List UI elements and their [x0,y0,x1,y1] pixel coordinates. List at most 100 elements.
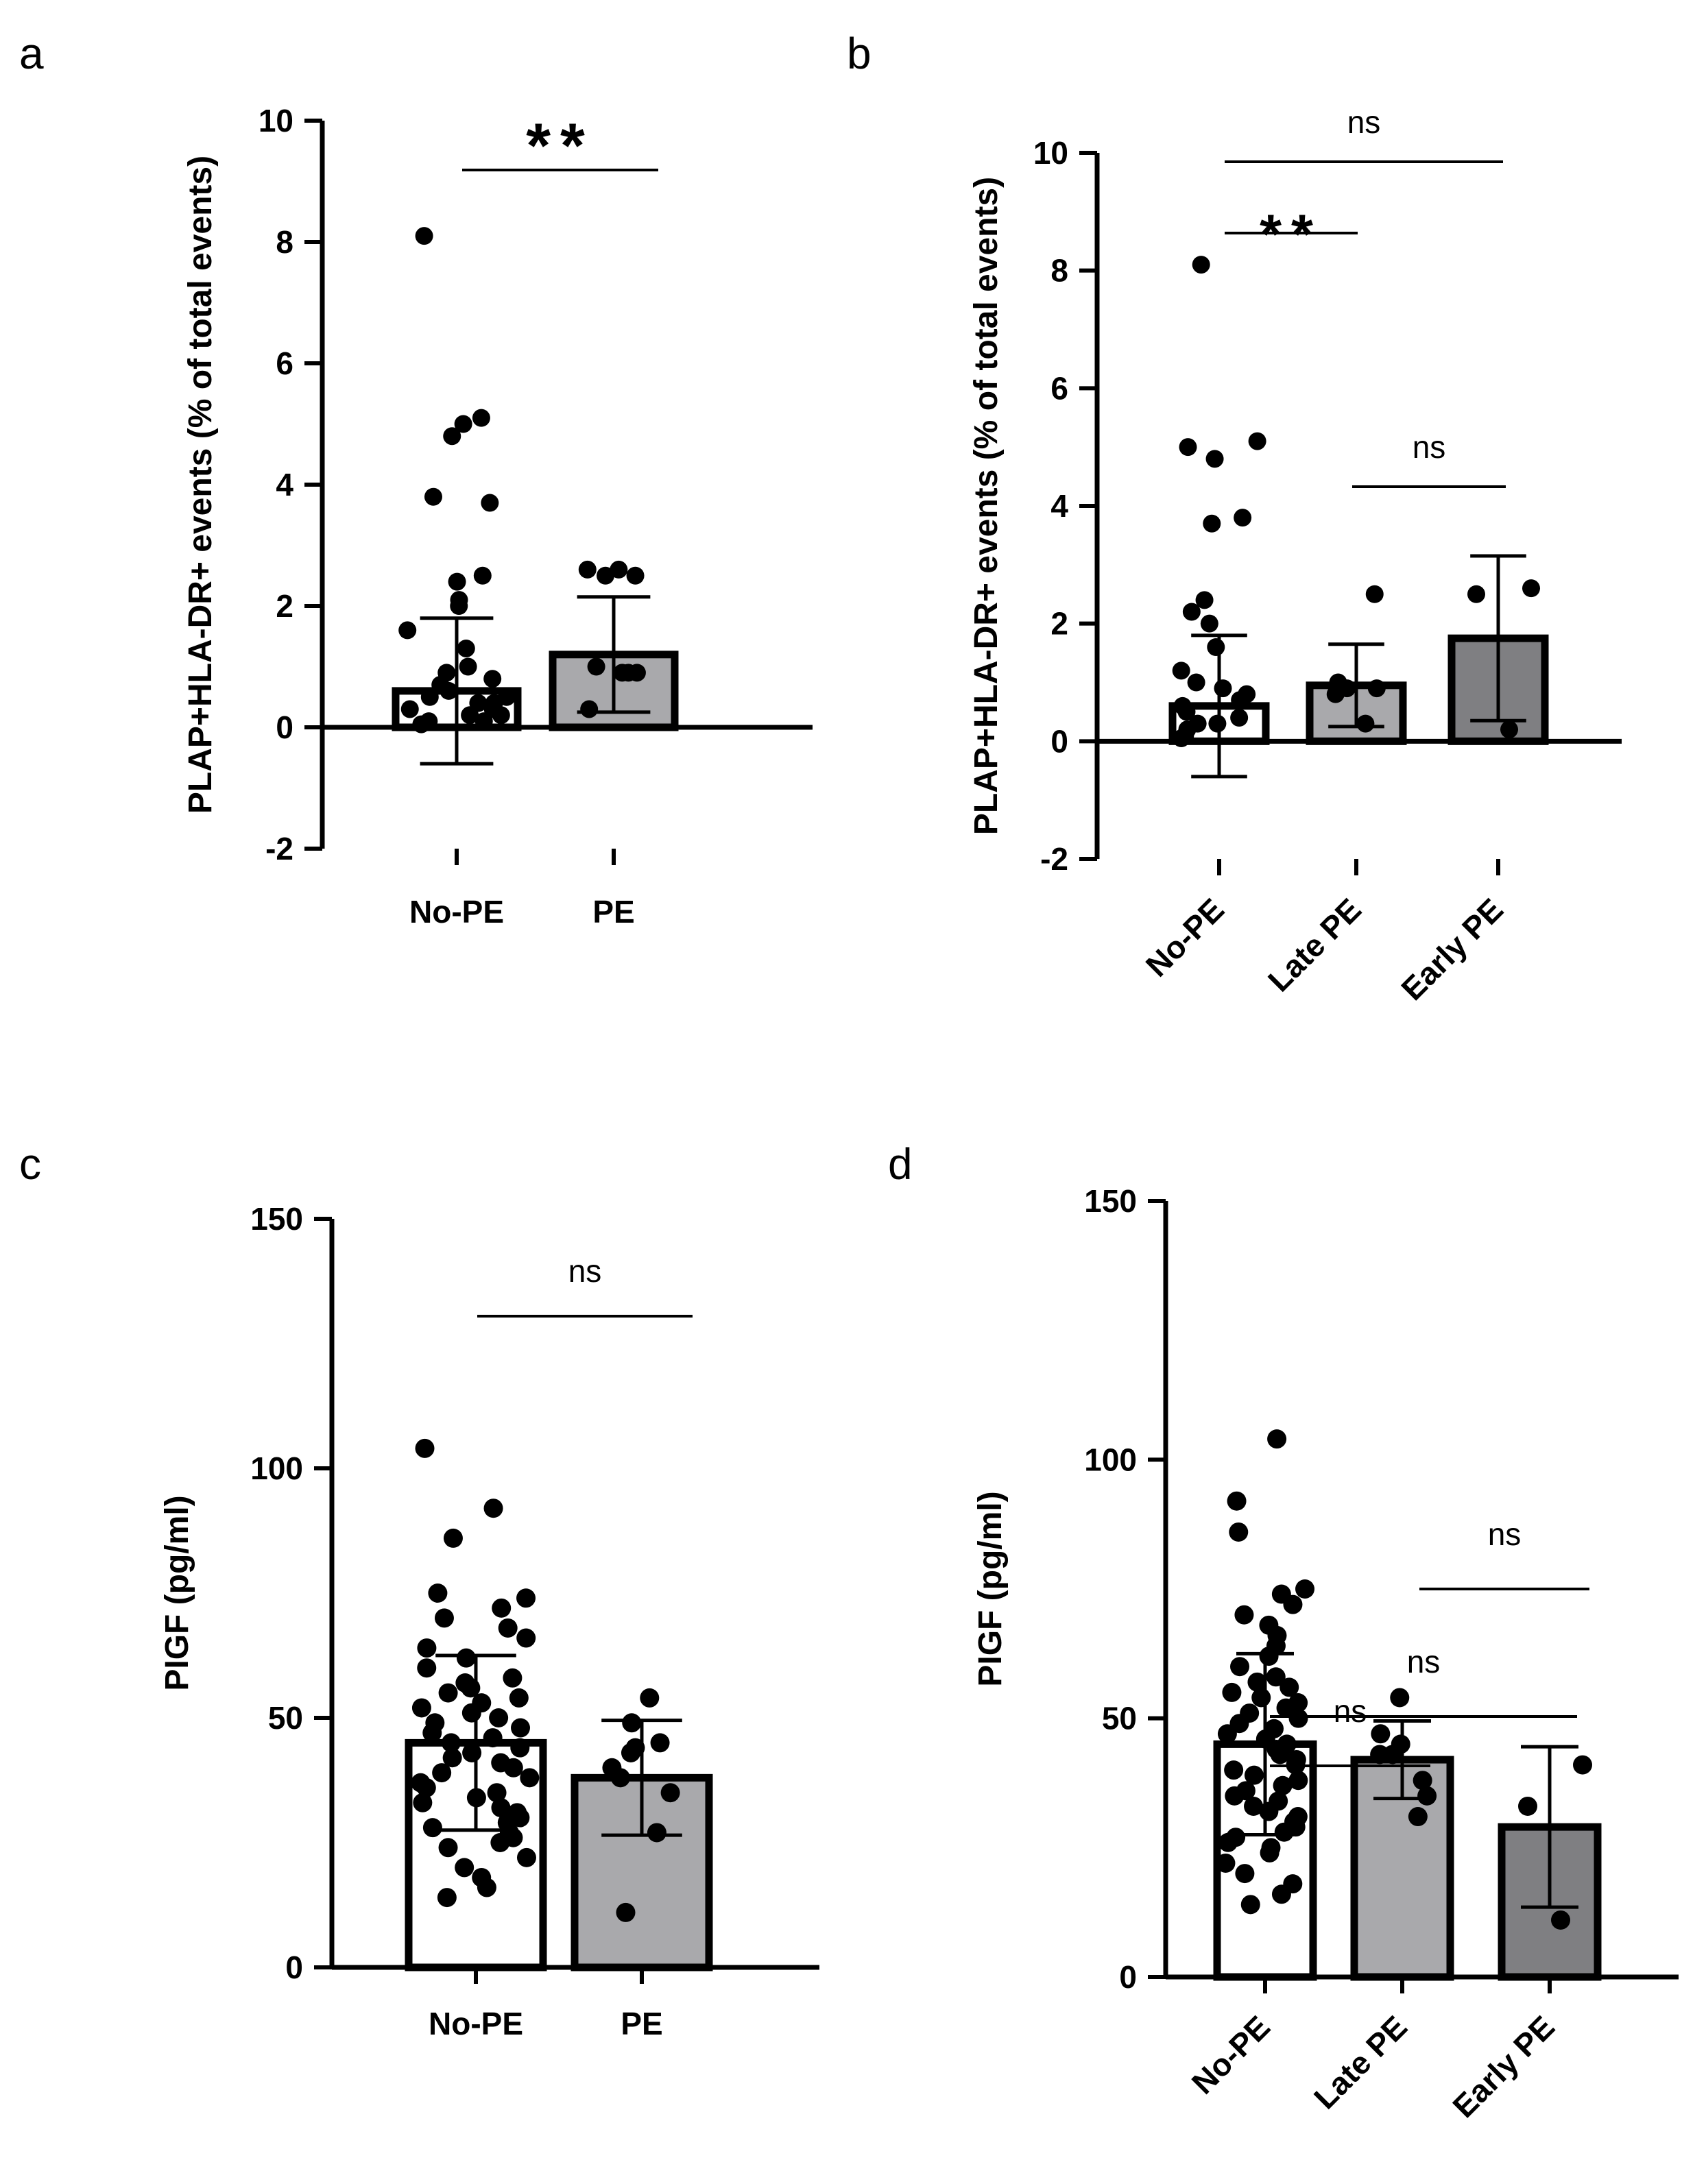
data-point [1371,1724,1391,1744]
data-point [434,1608,454,1628]
data-point [1270,1745,1290,1764]
data-point [1218,1832,1238,1852]
data-point [440,681,458,700]
data-point [509,1688,529,1708]
data-point [1467,585,1485,603]
data-point [490,1833,510,1852]
data-point [1518,1796,1537,1816]
data-point [511,1718,531,1738]
data-point [1274,1822,1294,1842]
data-point [456,1648,476,1668]
data-point [626,566,645,585]
data-point [424,487,442,506]
data-point [1259,1647,1279,1666]
data-point [483,1499,503,1518]
x-tick-label: No-PE [409,894,504,930]
significance-stars: ** [1260,204,1323,266]
data-point [660,1783,680,1803]
data-point [1203,514,1221,533]
data-point [442,1748,462,1768]
data-point [483,1728,503,1748]
data-point [454,415,472,433]
y-tick-label: 10 [1033,135,1068,171]
data-point [411,1698,431,1718]
y-tick-label: 150 [250,1201,303,1237]
data-point [448,572,466,591]
data-point [622,1713,642,1733]
data-point [503,1758,523,1777]
data-point [1227,1491,1247,1511]
data-point [1200,614,1218,633]
data-point [416,1777,436,1797]
data-point [1288,1771,1308,1791]
data-point [438,1838,458,1858]
data-point [481,494,499,512]
data-point [415,227,433,245]
data-point [487,1783,507,1803]
data-point [610,1768,630,1788]
data-point [1216,1853,1236,1873]
data-point [647,1823,666,1843]
data-point [428,1584,448,1603]
y-tick-label: 10 [259,103,293,138]
y-axis-title: PLAP+HLA-DR+ events (% of total events) [968,177,1005,835]
data-point [455,1858,474,1878]
data-point [516,1588,536,1608]
data-point [1551,1910,1570,1930]
panel-letter-c: c [19,1139,41,1189]
data-point [1280,1677,1299,1697]
data-point [492,1598,512,1618]
data-point [503,1668,522,1688]
data-point [1248,432,1266,450]
panel-letter-d: d [888,1139,913,1189]
panel-b: b -2 0 2 4 6 8 10 PLAP+HLA-DR+ events (% of tota… [847,29,1622,1007]
data-point [619,664,638,682]
data-point [1259,1801,1279,1821]
x-tick-label: PE [621,2006,662,2041]
data-point [1225,1786,1245,1806]
significance-ns: ns [1334,1693,1367,1729]
y-tick-label: 6 [276,345,293,381]
data-point [437,1888,457,1908]
data-point [443,427,461,446]
data-point [472,409,490,427]
y-tick-label: 0 [285,1950,303,1985]
y-tick-label: 0 [1119,1959,1137,1995]
data-point [461,706,479,725]
y-tick-label: -2 [265,831,293,866]
data-point [474,712,493,731]
data-point [1179,438,1197,457]
significance-ns: ns [568,1253,602,1289]
data-point [422,1818,442,1838]
data-point [491,1798,511,1818]
x-tick-label: Early PE [1394,891,1510,1007]
significance-ns: ns [1488,1516,1522,1552]
data-point [1231,691,1249,709]
data-point [1177,703,1196,721]
y-axis-title: PIGF (pg/ml) [972,1491,1009,1686]
data-point [1207,638,1225,656]
data-point [1172,662,1190,680]
significance-ns: ns [1407,1644,1441,1679]
y-tick-label: 4 [1050,488,1068,524]
data-point [1195,591,1214,609]
data-point [520,1768,540,1788]
data-point [1182,603,1201,621]
data-point [1235,1864,1255,1884]
y-tick-label: 0 [1050,723,1068,759]
data-point [650,1733,670,1753]
data-point [477,1878,496,1897]
data-point [417,1658,437,1678]
data-point [1266,1667,1286,1687]
data-point [415,1438,435,1458]
data-point [498,1618,518,1638]
data-point [1288,1708,1308,1728]
panel-d: d 0 50 100 150 PIGF (pg/ml) No-PE Late PE Early … [888,1139,1679,2124]
data-point [443,1528,463,1548]
data-point [473,566,492,585]
data-point [457,639,475,657]
data-point [441,1733,461,1753]
data-point [422,1723,442,1743]
y-tick-label: 4 [276,467,293,502]
